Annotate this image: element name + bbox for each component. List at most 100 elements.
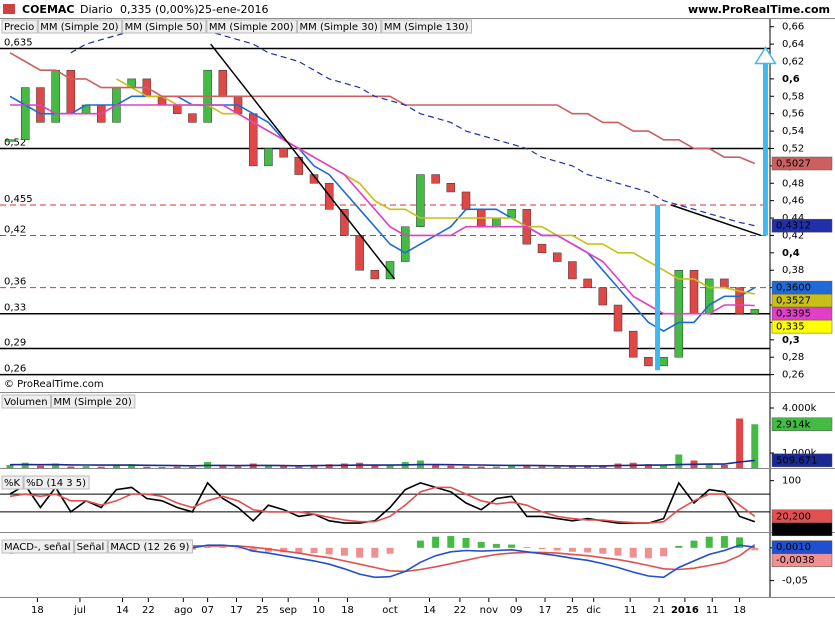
histogram-bar	[462, 538, 470, 548]
histogram-bar	[416, 540, 424, 548]
volume-bar	[508, 465, 516, 468]
x-tick-label: 10	[312, 605, 325, 616]
legend-box	[1, 394, 52, 409]
candle	[492, 217, 501, 227]
histogram-bar	[325, 547, 333, 555]
histogram-bar	[629, 547, 637, 558]
level-label: 0,455	[4, 194, 33, 205]
histogram-bar	[249, 547, 257, 552]
volume-bar	[158, 467, 166, 468]
y-tick-label: 0,48	[782, 178, 804, 189]
series-line	[116, 78, 755, 295]
candle	[51, 69, 60, 123]
volume-bar	[644, 464, 652, 468]
legend-label: MM (Simple 20)	[40, 22, 118, 33]
series-line	[9, 459, 755, 467]
site: www.ProRealTime.com	[688, 3, 830, 16]
x-tick-label: 18	[31, 605, 44, 616]
x-tick-label: 25	[566, 605, 579, 616]
x-tick-label: 18	[733, 605, 746, 616]
value-badge	[771, 553, 833, 567]
value-badge	[771, 417, 833, 432]
volume-bar	[447, 465, 455, 468]
legend-box	[51, 394, 136, 409]
y-tick-label: 0,28	[782, 352, 804, 363]
y-tick-label: 0,64	[782, 39, 804, 50]
histogram-bar	[660, 547, 668, 557]
volume-bar	[584, 465, 592, 468]
candle	[385, 261, 395, 280]
candle	[400, 226, 410, 262]
y-tick-label: 0,42	[782, 230, 804, 241]
x-tick-label: 14	[423, 605, 436, 616]
volume-bar	[751, 424, 759, 468]
candle	[568, 261, 577, 280]
legend-item: MM (Simple 20)	[37, 19, 123, 34]
candle	[370, 269, 380, 280]
volume-bar	[67, 466, 75, 468]
candle	[5, 139, 15, 142]
legend-label: MM (Simple 30)	[300, 22, 378, 33]
x-tick-label: 11	[624, 605, 637, 616]
candle	[20, 87, 30, 141]
candle	[583, 278, 592, 288]
legend-box	[1, 475, 24, 490]
value-badge	[771, 522, 833, 537]
volume-bar	[660, 465, 668, 468]
candle	[750, 309, 760, 314]
volume-bar	[143, 466, 151, 468]
y-tick-label: 4.000k	[782, 403, 817, 414]
candle	[644, 356, 653, 367]
legend-item: Señal	[74, 539, 108, 554]
legend-box	[1, 539, 75, 554]
volume-bar	[219, 465, 227, 468]
x-tick-label: nov	[480, 605, 498, 616]
y-tick-label: 0,6	[782, 74, 800, 85]
volume-bar	[568, 466, 576, 468]
legend-box	[122, 19, 207, 34]
plot-layer: 18 jul 14 22 ago 07 17 25 sep 10 18 oct 14 22 nov 09 17 2…	[0, 18, 835, 616]
x-tick-label: ago	[174, 605, 193, 616]
value-badge-label: -0,0038	[776, 555, 815, 566]
volume-bar	[82, 466, 90, 468]
histogram-bar	[675, 545, 683, 548]
histogram-bar	[644, 547, 652, 559]
legend-label: %K	[4, 478, 21, 489]
candle	[264, 148, 273, 167]
date: 25-ene-2016	[198, 3, 268, 16]
legend-box	[1, 19, 38, 34]
legend-label: MACD-, señal	[4, 542, 71, 553]
histogram-bar	[751, 547, 759, 551]
y-tick-label: -0,05	[782, 576, 808, 587]
candle	[735, 287, 744, 314]
volume-bar	[36, 465, 44, 468]
value-badge	[771, 453, 833, 468]
histogram-bar	[523, 547, 531, 548]
legend-label: %D (14 3 5)	[26, 478, 86, 489]
y-tick-label: 0,62	[782, 56, 804, 67]
legend-box	[107, 539, 193, 554]
x-tick-label: 25	[256, 605, 269, 616]
histogram-bar	[538, 547, 546, 550]
level-label: 0,42	[4, 224, 26, 235]
legend-label: Volumen	[4, 397, 48, 408]
y-tick-label: 0,3	[782, 335, 800, 346]
volume-bar	[462, 466, 470, 468]
volume-bar	[720, 465, 728, 468]
legend-item: MM (Simple 20)	[51, 394, 136, 409]
marker-bar	[655, 205, 661, 371]
level-label: 0,635	[4, 37, 33, 48]
histogram-bar	[736, 537, 744, 548]
volume-bar	[736, 418, 744, 468]
volume-bar	[386, 465, 394, 468]
period: Diario	[80, 3, 113, 16]
copyright: © ProRealTime.com	[4, 379, 104, 390]
histogram-bar	[599, 547, 607, 554]
volume-bar	[264, 465, 272, 468]
legend-box	[297, 19, 382, 34]
level-label: 0,29	[4, 338, 26, 349]
volume-bar	[705, 463, 713, 468]
x-tick-label: 17	[230, 605, 243, 616]
candle	[279, 148, 288, 158]
candle	[659, 356, 668, 367]
